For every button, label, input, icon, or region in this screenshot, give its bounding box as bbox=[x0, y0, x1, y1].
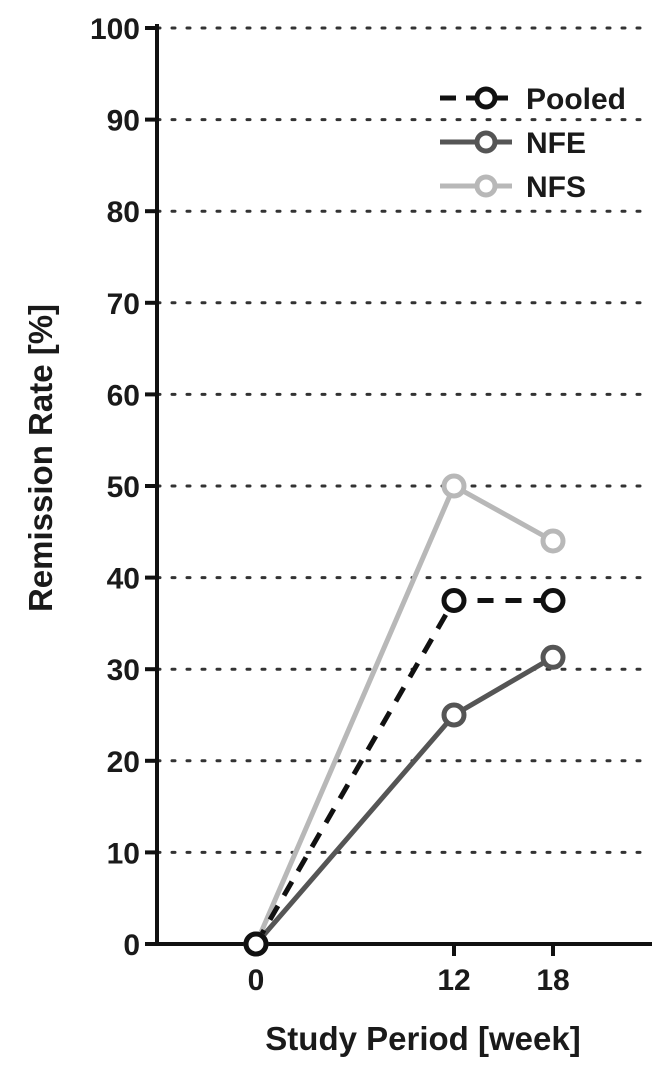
y-tick-label: 0 bbox=[123, 929, 140, 962]
legend-label: NFS bbox=[526, 171, 586, 204]
data-point-nfe bbox=[540, 644, 566, 670]
data-point-pooled bbox=[540, 588, 566, 613]
y-tick-label: 40 bbox=[107, 563, 140, 596]
series-line-nfe bbox=[254, 655, 555, 946]
y-tick-label: 100 bbox=[90, 13, 140, 46]
y-tick-label: 60 bbox=[107, 379, 140, 412]
y-tick-label: 70 bbox=[107, 288, 140, 321]
data-point-nfs bbox=[540, 528, 566, 554]
tick-labels: 0 10 20 30 40 50 60 70 80 90 100 0 12 18 bbox=[90, 13, 570, 997]
series bbox=[243, 473, 566, 957]
legend-marker-nfe bbox=[474, 130, 498, 154]
y-axis-title: Remission Rate [%] bbox=[22, 304, 59, 612]
data-point-nfs bbox=[441, 473, 467, 499]
legend-marker-pooled bbox=[474, 86, 498, 110]
legend-label: NFE bbox=[526, 127, 586, 160]
y-tick-label: 10 bbox=[107, 837, 140, 870]
legend: Pooled NFE NFS bbox=[440, 83, 626, 204]
x-tick-label: 18 bbox=[536, 964, 569, 997]
data-point-pooled bbox=[243, 931, 269, 957]
data-point-nfe bbox=[441, 702, 467, 728]
x-tick-label: 12 bbox=[437, 964, 470, 997]
x-axis-title: Study Period [week] bbox=[265, 1020, 580, 1057]
y-tick-label: 50 bbox=[107, 471, 140, 504]
y-tick-label: 30 bbox=[107, 654, 140, 687]
legend-label: Pooled bbox=[526, 83, 626, 116]
y-tick-label: 80 bbox=[107, 196, 140, 229]
data-point-pooled bbox=[441, 588, 467, 613]
y-tick-label: 20 bbox=[107, 746, 140, 779]
series-line-nfs bbox=[253, 483, 555, 945]
x-tick-label: 0 bbox=[248, 964, 265, 997]
axes bbox=[145, 24, 652, 956]
y-tick-label: 90 bbox=[107, 105, 140, 138]
legend-marker-nfs bbox=[474, 174, 498, 198]
